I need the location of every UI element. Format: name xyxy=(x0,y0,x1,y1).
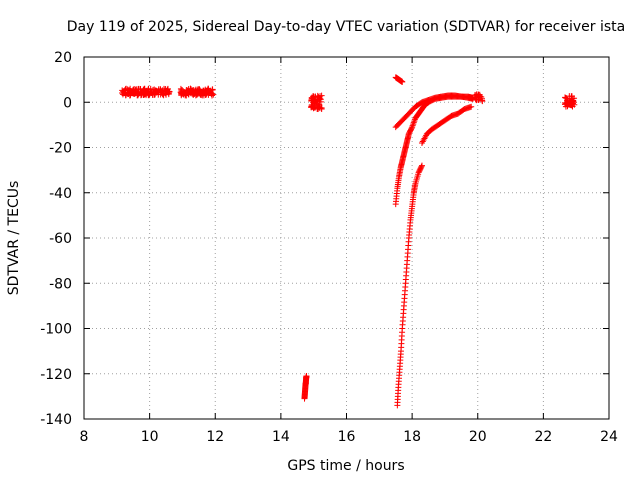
cluster-11-12-point xyxy=(209,86,216,93)
x-tick-label: 12 xyxy=(206,429,224,445)
cluster-11-12-point xyxy=(208,92,215,99)
x-tick-label: 24 xyxy=(600,429,618,445)
x-tick-label: 8 xyxy=(80,429,89,445)
cluster-11-12-point xyxy=(179,87,186,94)
curve-c-point xyxy=(468,103,475,110)
cluster-20-end-point xyxy=(478,94,485,101)
cluster-22.8-point xyxy=(567,102,574,109)
y-tick-label: 0 xyxy=(63,95,72,111)
cluster-14.7-point xyxy=(303,373,310,380)
cluster-11-12-point xyxy=(205,87,212,94)
cluster-9-10.6-point xyxy=(166,88,173,95)
x-tick-label: 22 xyxy=(534,429,552,445)
cluster-9-10.6-point xyxy=(162,90,169,97)
cluster-9-10.6-point xyxy=(121,90,128,97)
x-tick-label: 14 xyxy=(272,429,290,445)
cluster-15-point xyxy=(316,96,323,103)
data-points xyxy=(119,74,578,409)
x-tick-label: 10 xyxy=(141,429,159,445)
cluster-22.8-point xyxy=(562,100,569,107)
cluster-22.8-point xyxy=(569,98,576,105)
cluster-9-10.6-point xyxy=(159,87,166,94)
chart-title: Day 119 of 2025, Sidereal Day-to-day VTE… xyxy=(67,19,625,35)
cluster-20-end-point xyxy=(472,96,479,103)
cluster-9-10.6-point xyxy=(135,90,142,97)
cluster-11-12-point xyxy=(177,85,184,92)
cluster-15-point xyxy=(310,93,317,100)
x-tick-label: 18 xyxy=(403,429,421,445)
y-tick-label: -120 xyxy=(40,367,72,383)
cluster-22.8-point xyxy=(561,101,568,108)
cluster-15-point xyxy=(316,105,323,112)
curve-d-deep-point xyxy=(418,162,425,169)
axis-ticks: 8 10 12 14 16 18 20 22 24 -140 -120 -100 -80 -60 -40 -2… xyxy=(40,50,618,445)
cluster-9-10.6-point xyxy=(140,86,147,93)
cluster-15-point xyxy=(313,100,320,107)
y-tick-label: -140 xyxy=(40,412,72,428)
y-tick-label: -60 xyxy=(49,231,72,247)
cluster-11-12-point xyxy=(200,88,207,95)
cluster-9-10.6-point xyxy=(130,88,137,95)
curve-d-deep-point xyxy=(418,163,425,170)
y-tick-label: -20 xyxy=(49,141,72,157)
cluster-9-10.6-point xyxy=(158,88,165,95)
cluster-11-12-point xyxy=(186,89,193,96)
cluster-9-10.6-point xyxy=(141,91,148,98)
x-tick-label: 20 xyxy=(469,429,487,445)
cluster-11-12-point xyxy=(196,90,203,97)
y-tick-label: -100 xyxy=(40,322,72,338)
cluster-15-point xyxy=(314,92,321,99)
cluster-11-12-point xyxy=(182,90,189,97)
cluster-9-10.6-point xyxy=(142,90,149,97)
cluster-22.8-point xyxy=(568,97,575,104)
cluster-20-end-point xyxy=(479,98,486,105)
cluster-11-12-point xyxy=(210,91,217,98)
y-tick-label: -40 xyxy=(49,186,72,202)
cluster-9-10.6-point xyxy=(146,91,153,98)
y-tick-label: 20 xyxy=(54,50,72,66)
cluster-9-10.6-point xyxy=(154,89,161,96)
cluster-17.6-point xyxy=(399,78,406,85)
grid-lines xyxy=(84,57,609,419)
x-axis-title: GPS time / hours xyxy=(287,458,404,474)
cluster-15-point xyxy=(309,103,316,110)
cluster-15-point xyxy=(312,104,319,111)
x-tick-label: 16 xyxy=(338,429,356,445)
curve-a-drop-point xyxy=(408,125,415,132)
cluster-11-12-point xyxy=(182,91,189,98)
cluster-9-10.6-point xyxy=(135,85,142,92)
y-tick-label: -80 xyxy=(49,276,72,292)
y-axis-title: SDTVAR / TECUs xyxy=(6,181,22,296)
